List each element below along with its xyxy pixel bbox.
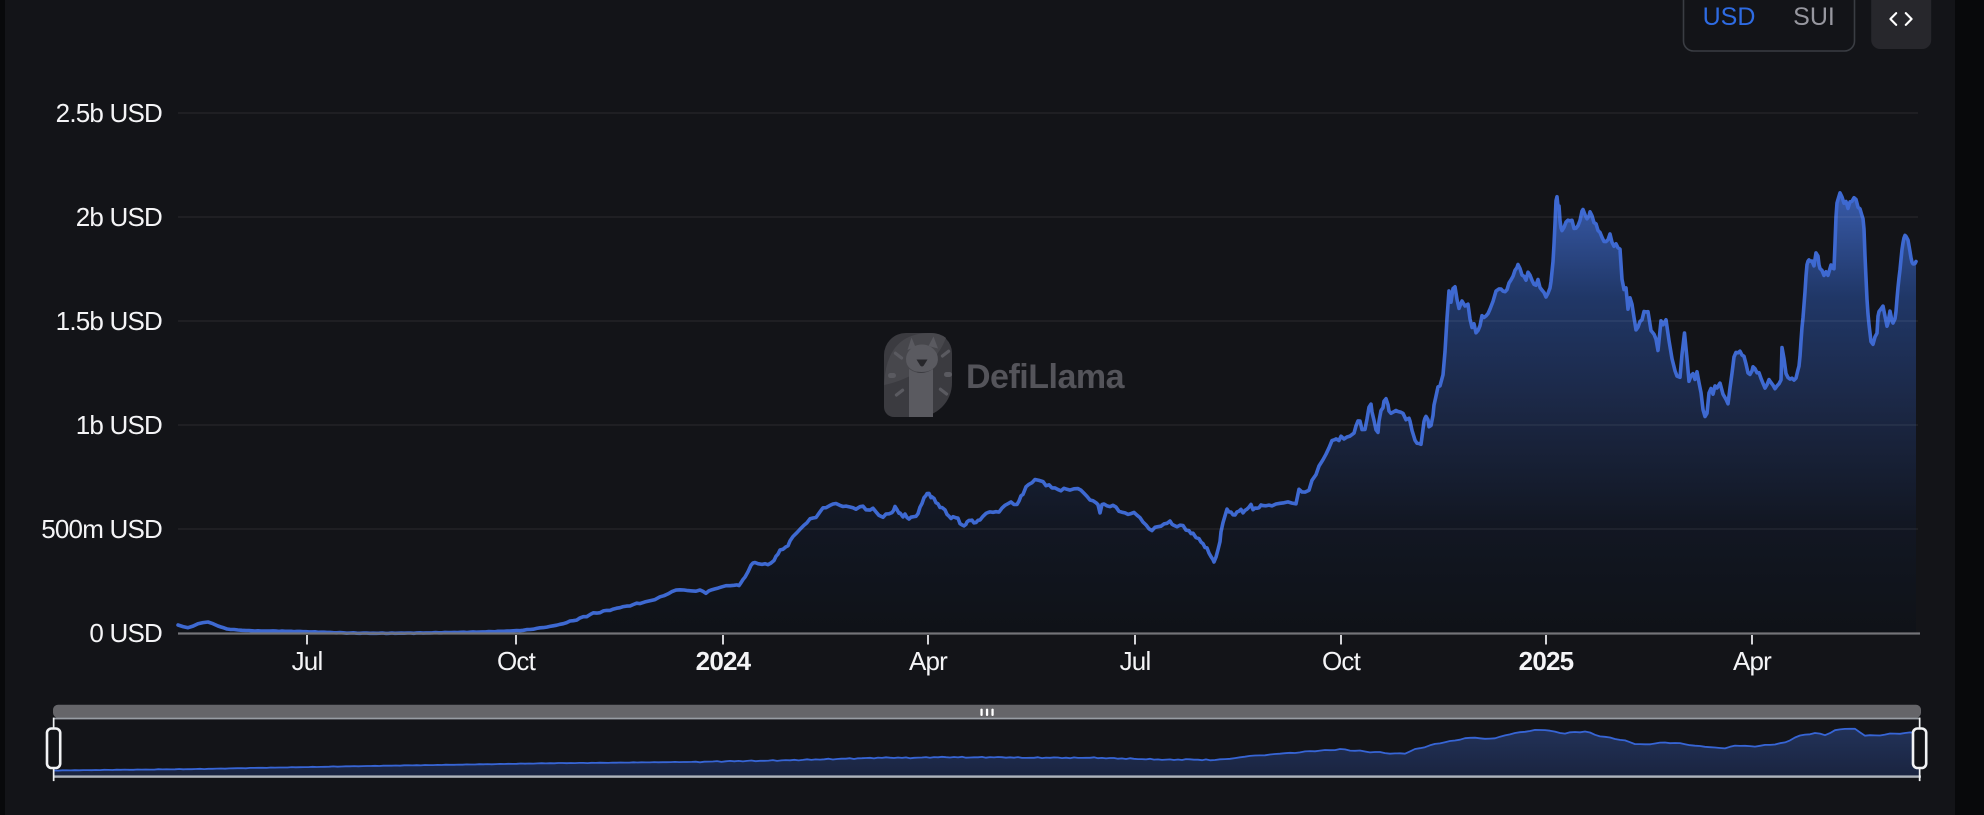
svg-text:1b USD: 1b USD (76, 410, 162, 440)
svg-text:Oct: Oct (497, 646, 537, 676)
svg-text:2025: 2025 (1519, 646, 1574, 676)
svg-text:2024: 2024 (696, 646, 752, 676)
svg-text:SUI: SUI (1793, 3, 1835, 31)
svg-text:0 USD: 0 USD (89, 618, 162, 648)
svg-text:2b USD: 2b USD (76, 202, 162, 232)
svg-text:Apr: Apr (1733, 646, 1772, 676)
svg-text:Jul: Jul (1120, 646, 1151, 676)
svg-text:Apr: Apr (909, 646, 948, 676)
svg-text:USD: USD (1703, 3, 1756, 31)
svg-text:DefiLlama: DefiLlama (966, 358, 1126, 396)
svg-text:1.5b USD: 1.5b USD (56, 306, 162, 336)
svg-text:Oct: Oct (1322, 646, 1362, 676)
svg-text:500m USD: 500m USD (41, 514, 162, 544)
svg-text:Jul: Jul (292, 646, 323, 676)
svg-text:2.5b USD: 2.5b USD (56, 98, 162, 128)
